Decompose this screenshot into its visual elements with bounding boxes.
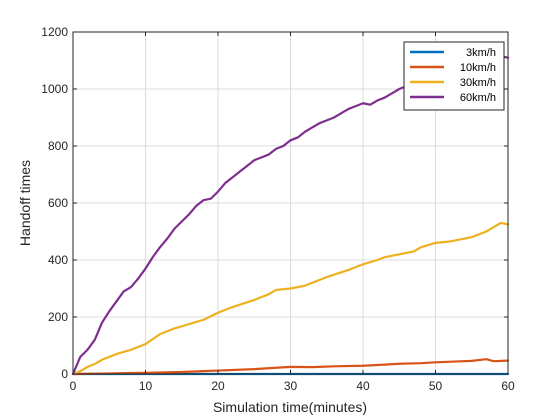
y-axis-label: Handoff times bbox=[17, 160, 33, 246]
series-line-10km-h bbox=[71, 358, 510, 376]
x-tick-label: 40 bbox=[356, 379, 370, 393]
y-tick-label: 200 bbox=[48, 310, 68, 324]
legend-entry-label: 30km/h bbox=[460, 77, 496, 89]
x-tick-label: 50 bbox=[429, 379, 443, 393]
x-tick-label: 60 bbox=[501, 379, 515, 393]
legend-entry-label: 10km/h bbox=[460, 62, 496, 74]
y-tick-label: 1200 bbox=[41, 25, 68, 39]
x-axis-label: Simulation time(minutes) bbox=[213, 399, 367, 415]
y-tick-label: 400 bbox=[48, 253, 68, 267]
series-line-30km-h bbox=[71, 221, 510, 376]
y-tick-label: 1000 bbox=[41, 82, 68, 96]
x-tick-label: 30 bbox=[284, 379, 298, 393]
y-tick-label: 0 bbox=[61, 367, 68, 381]
x-tick-label: 20 bbox=[211, 379, 225, 393]
legend-box bbox=[403, 41, 505, 111]
legend-entry-label: 3km/h bbox=[466, 47, 496, 59]
x-tick-label: 0 bbox=[70, 379, 77, 393]
legend: 3km/h 10km/h 30km/h 60km/h bbox=[403, 41, 505, 111]
y-tick-label: 800 bbox=[48, 139, 68, 153]
x-tick-label: 10 bbox=[139, 379, 153, 393]
legend-entry-label: 60km/h bbox=[460, 92, 496, 104]
y-tick-label: 600 bbox=[48, 196, 68, 210]
